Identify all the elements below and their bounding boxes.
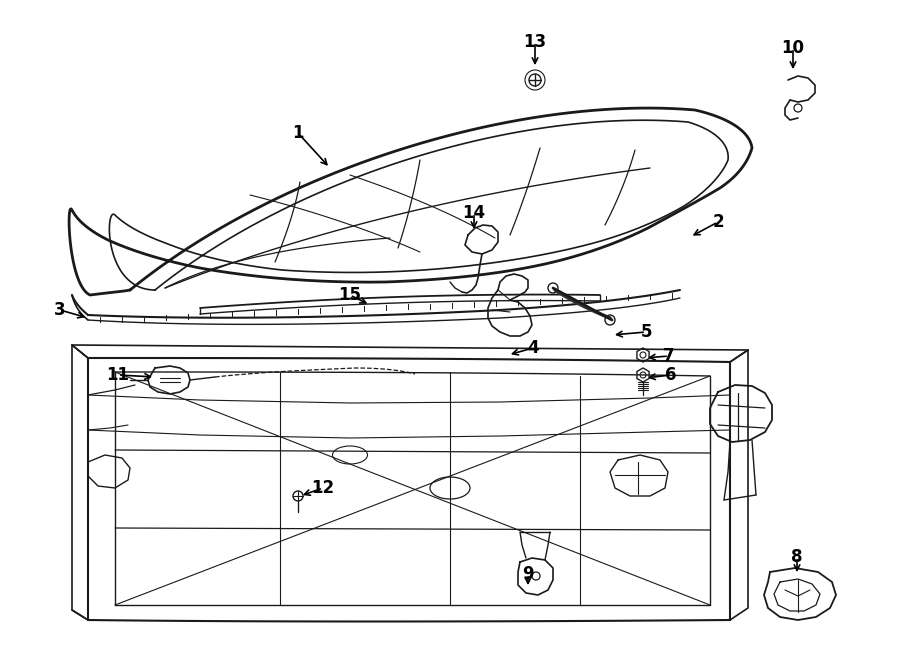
Text: 10: 10: [781, 39, 805, 57]
Text: 8: 8: [791, 548, 803, 566]
Text: 14: 14: [463, 204, 486, 222]
Text: 13: 13: [524, 33, 546, 51]
Text: 12: 12: [311, 479, 335, 497]
Text: 7: 7: [663, 347, 675, 365]
Text: 1: 1: [292, 124, 304, 142]
Text: 2: 2: [712, 213, 724, 231]
Text: 5: 5: [640, 323, 652, 341]
Text: 3: 3: [54, 301, 66, 319]
Text: 15: 15: [338, 286, 362, 304]
Text: 11: 11: [106, 366, 130, 384]
Text: 4: 4: [527, 339, 539, 357]
Text: 9: 9: [522, 565, 534, 583]
Text: 6: 6: [665, 366, 677, 384]
